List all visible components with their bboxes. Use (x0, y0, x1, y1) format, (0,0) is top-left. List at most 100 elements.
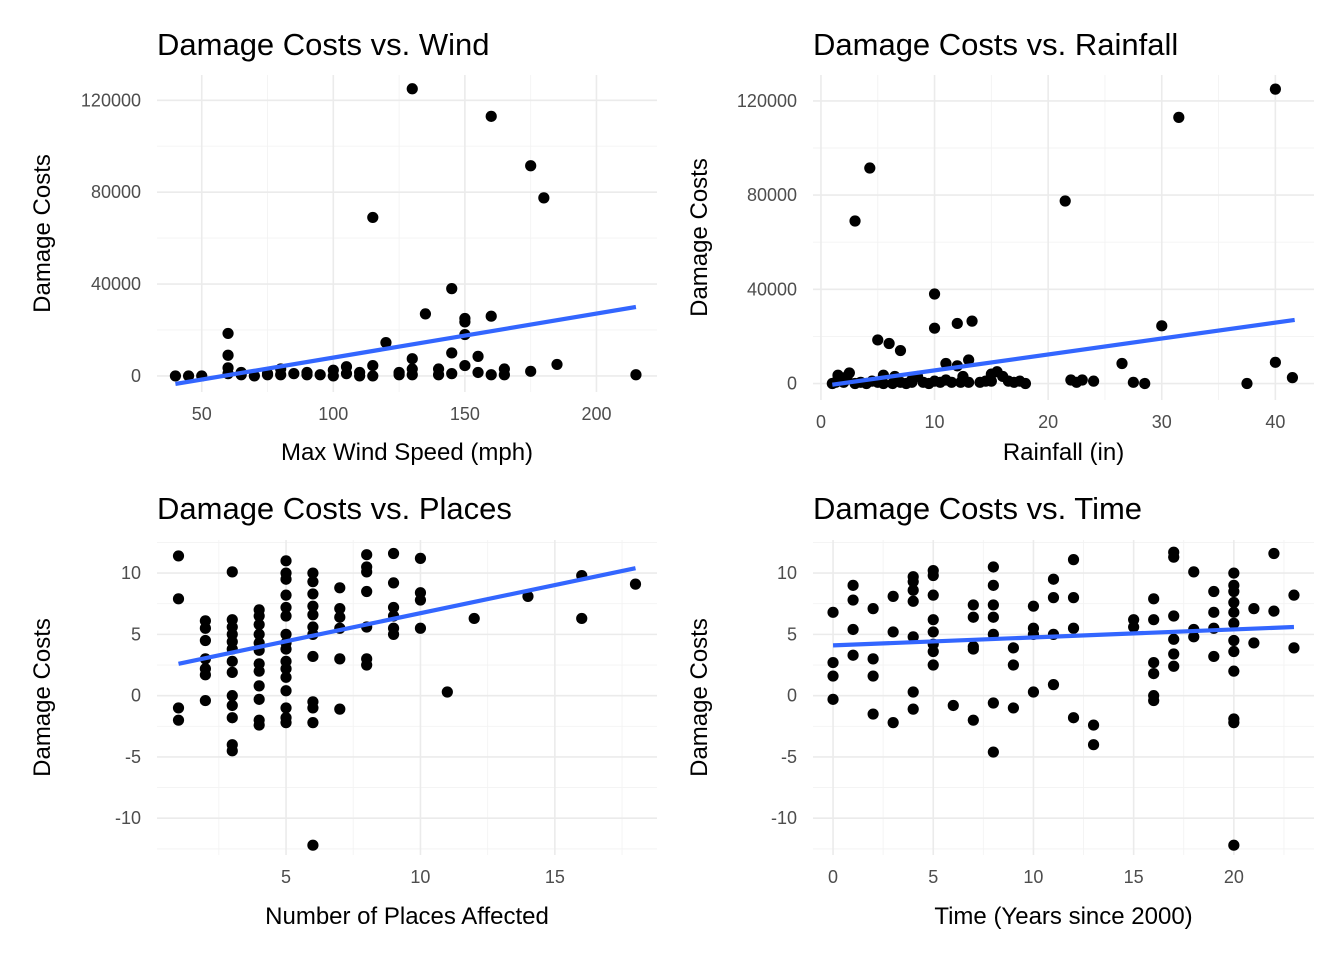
data-point (1228, 665, 1240, 677)
data-point (459, 359, 471, 372)
data-point (472, 366, 484, 379)
x-tick-label: 200 (581, 404, 611, 424)
data-point (987, 697, 999, 709)
y-tick-label: 120000 (81, 90, 141, 110)
x-tick-label: 10 (410, 867, 430, 887)
data-point (1139, 377, 1151, 390)
data-point (1248, 637, 1260, 649)
data-point (387, 577, 400, 589)
data-point (1188, 566, 1200, 578)
data-point (927, 659, 939, 671)
data-point (307, 650, 319, 663)
data-point (1148, 694, 1160, 707)
data-point (927, 626, 939, 638)
y-tick-label: -5 (125, 747, 141, 767)
data-point (485, 369, 497, 381)
data-point (253, 719, 265, 731)
data-point (985, 375, 997, 387)
data-point (472, 350, 484, 362)
data-point (1228, 606, 1240, 618)
data-point (894, 344, 907, 357)
data-point (199, 694, 211, 707)
chart-title: Damage Costs vs. Time (813, 491, 1142, 526)
data-point (1127, 376, 1139, 388)
data-point (226, 690, 238, 702)
data-point (987, 611, 999, 623)
data-point (967, 643, 979, 655)
data-point (301, 369, 313, 381)
data-point (1148, 593, 1160, 605)
data-point (1228, 596, 1240, 609)
x-tick-label: 20 (1224, 867, 1244, 887)
data-point (307, 702, 319, 714)
data-point (963, 354, 975, 366)
data-point (280, 702, 292, 714)
data-point (847, 623, 859, 636)
data-point (226, 566, 238, 578)
data-point (1047, 573, 1060, 585)
data-point (441, 686, 453, 698)
data-point (387, 601, 400, 614)
data-point (843, 367, 855, 379)
x-tick-label: 50 (192, 404, 212, 424)
data-point (928, 322, 941, 334)
data-point (280, 573, 292, 585)
data-point (1116, 357, 1128, 370)
x-tick-label: 10 (925, 412, 945, 432)
data-point (1087, 719, 1100, 731)
data-point (280, 663, 292, 675)
data-points (172, 547, 642, 851)
data-point (307, 576, 319, 588)
data-point (253, 693, 265, 705)
data-point (1268, 605, 1280, 617)
y-tick-label: 40000 (91, 274, 141, 294)
data-point (222, 349, 234, 361)
data-point (827, 656, 839, 669)
data-point (1208, 606, 1220, 618)
data-point (1007, 659, 1020, 671)
data-point (280, 643, 292, 655)
data-point (1228, 717, 1240, 729)
data-point (1059, 195, 1071, 207)
trend-line (832, 317, 1295, 387)
data-point (253, 618, 265, 631)
data-point (393, 369, 405, 381)
y-tick-label: 0 (787, 686, 797, 706)
data-point (525, 160, 537, 172)
data-point (1269, 83, 1281, 95)
panel-rainfall: 0 10 20 30 40 0 40000 80000 120000 Damage Costs v… (686, 27, 1314, 466)
data-point (927, 589, 939, 601)
x-tick-label: 40 (1265, 412, 1285, 432)
y-tick-label: 0 (131, 366, 141, 386)
x-tick-label: 10 (1023, 867, 1043, 887)
data-point (226, 699, 238, 712)
data-point (226, 712, 238, 724)
x-axis-label: Rainfall (in) (1003, 439, 1124, 466)
x-tick-label: 0 (816, 412, 826, 432)
chart-title: Damage Costs vs. Rainfall (813, 27, 1178, 62)
data-point (576, 612, 588, 625)
data-point (1228, 585, 1240, 598)
data-point (1268, 547, 1280, 560)
data-point (226, 666, 238, 678)
data-point (867, 653, 879, 665)
data-point (927, 645, 939, 658)
data-point (280, 555, 292, 567)
data-point (1067, 592, 1080, 604)
data-point (307, 567, 319, 579)
data-point (307, 717, 319, 729)
data-point (522, 590, 534, 602)
y-tick-label: 5 (131, 624, 141, 644)
data-point (226, 745, 238, 757)
data-point (1188, 631, 1200, 643)
data-point (280, 628, 292, 640)
y-tick-label: 40000 (747, 279, 797, 299)
data-point (1228, 839, 1240, 851)
data-point (1208, 585, 1220, 598)
data-point (1128, 621, 1140, 633)
chart-title: Damage Costs vs. Places (157, 491, 512, 526)
data-point (419, 308, 432, 320)
data-point (406, 353, 418, 365)
data-point (226, 655, 238, 667)
